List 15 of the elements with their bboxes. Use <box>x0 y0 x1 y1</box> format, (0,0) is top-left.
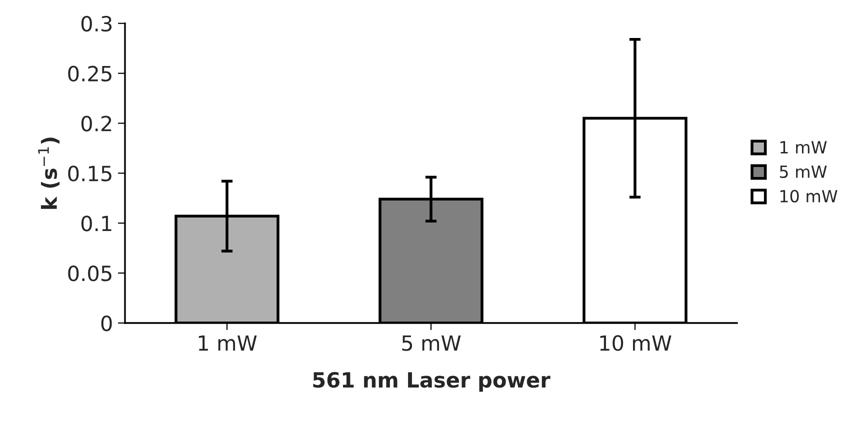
legend-label: 1 mW <box>780 141 827 154</box>
y-tick-label: 0.2 <box>81 116 112 132</box>
y-axis-title: k (s$^{−1}$) <box>38 138 60 209</box>
y-tick-label: 0.1 <box>81 216 112 232</box>
y-tick-label: 0.05 <box>68 266 112 282</box>
x-tick-label: 10 mW <box>600 335 672 351</box>
y-tick-label: 0 <box>101 315 112 332</box>
y-tick-label: 0.25 <box>68 66 112 82</box>
x-axis-title: 561 nm Laser power <box>313 372 550 392</box>
x-tick-label: 1 mW <box>198 335 257 351</box>
legend-label: 10 mW <box>780 190 838 202</box>
y-tick-label: 0.3 <box>81 16 112 32</box>
y-tick-label: 0.15 <box>68 166 112 182</box>
legend-label: 5 mW <box>780 166 827 178</box>
x-tick-label: 5 mW <box>402 335 461 351</box>
